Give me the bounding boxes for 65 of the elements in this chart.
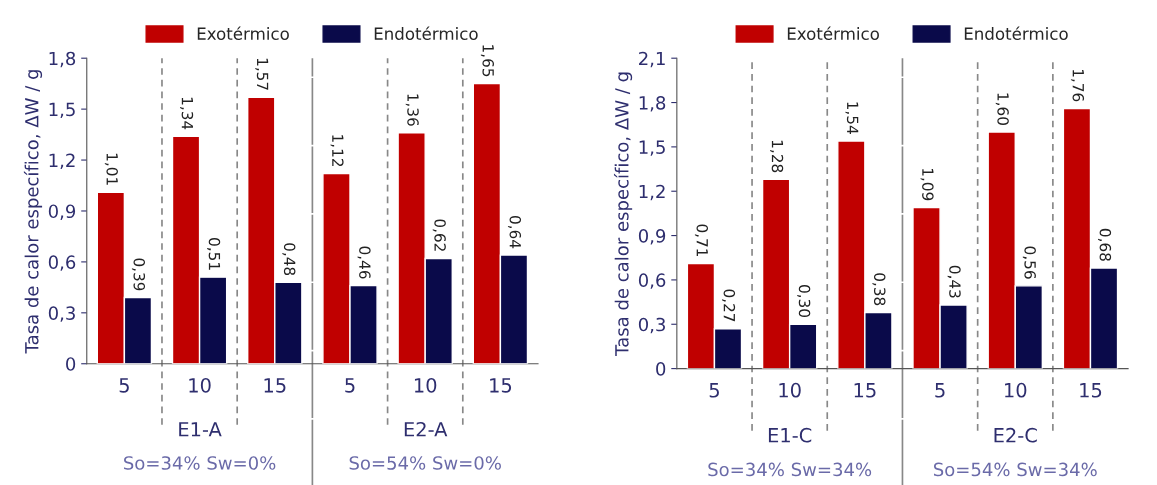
data-label: 1,60	[995, 93, 1009, 125]
legend-label: Endotérmico	[374, 26, 478, 40]
x-tick-label: 10	[779, 382, 801, 398]
data-label: 0,71	[694, 224, 709, 257]
data-label: 1,34	[180, 97, 194, 130]
legend-label: Endotérmico	[964, 26, 1068, 40]
y-tick-label: 0	[66, 357, 76, 371]
y-axis-title: Tasa de calor específico, ΔW / g	[23, 70, 43, 354]
data-label: 1,36	[405, 94, 419, 126]
y-axis-title: Tasa de calor específico, ΔW / g	[613, 72, 633, 356]
data-label: 0,68	[1098, 228, 1112, 261]
x-tick-label: 5	[119, 378, 129, 393]
y-tick-label: 1,2	[639, 184, 665, 201]
x-tick-label: 5	[935, 383, 945, 398]
data-label: 1,76	[1070, 69, 1085, 102]
data-label: 0,51	[207, 238, 221, 270]
y-tick-label: 1,5	[49, 102, 75, 119]
x-tick-label: 5	[345, 378, 355, 393]
x-tick-label: 10	[1005, 382, 1027, 398]
data-label: 0,43	[947, 265, 961, 298]
y-tick-label: 0,3	[638, 317, 665, 334]
text: So=34% Sw=0%	[124, 456, 276, 470]
x-tick-label: 15	[854, 383, 876, 398]
data-label: 1,12	[330, 135, 344, 166]
data-label: 0,56	[1022, 246, 1036, 279]
data-label: 0,27	[721, 289, 736, 322]
y-tick-label: 2,1	[639, 51, 665, 68]
text: E1-C	[768, 427, 812, 443]
text: So=34% Sw=34%	[708, 462, 872, 477]
data-label: 1,54	[845, 102, 859, 134]
y-tick-label: 1,5	[639, 140, 665, 156]
data-label: 0,30	[797, 285, 811, 318]
data-label: 0,46	[357, 246, 371, 279]
text: E1-A	[179, 422, 222, 437]
data-label: 0,38	[872, 273, 886, 306]
legend-label: Exotérmico	[197, 26, 289, 40]
data-label: 1,01	[104, 153, 118, 185]
x-tick-label: 5	[709, 383, 719, 398]
data-label: 1,28	[770, 140, 784, 173]
text: E2-C	[994, 427, 1037, 443]
x-tick-label: 15	[490, 378, 512, 393]
y-tick-label: 0,6	[638, 273, 666, 289]
x-tick-label: 15	[1080, 383, 1102, 398]
data-label: 1,65	[480, 45, 494, 77]
y-tick-label: 0,9	[48, 204, 76, 220]
data-label: 1,57	[255, 58, 269, 90]
data-label: 0,64	[507, 215, 522, 249]
x-tick-label: 15	[264, 378, 286, 393]
y-tick-label: 0	[656, 362, 666, 376]
y-tick-label: 0,3	[48, 306, 75, 322]
y-tick-label: 1,8	[639, 96, 666, 112]
text: So=54% Sw=34%	[933, 462, 1097, 477]
legend-label: Exotérmico	[787, 26, 879, 40]
data-label: 0,39	[131, 258, 146, 291]
text: So=54% Sw=0%	[349, 456, 501, 470]
y-tick-label: 0,9	[638, 229, 666, 245]
y-tick-label: 0,6	[48, 255, 76, 271]
text: E2-A	[404, 421, 448, 437]
x-tick-label: 10	[189, 377, 211, 393]
y-tick-label: 1,2	[49, 153, 75, 170]
x-tick-label: 10	[414, 377, 437, 393]
data-label: 0,62	[432, 219, 446, 251]
y-tick-label: 1,8	[49, 51, 76, 68]
data-label: 1,09	[920, 168, 934, 201]
data-label: 0,48	[282, 243, 296, 276]
